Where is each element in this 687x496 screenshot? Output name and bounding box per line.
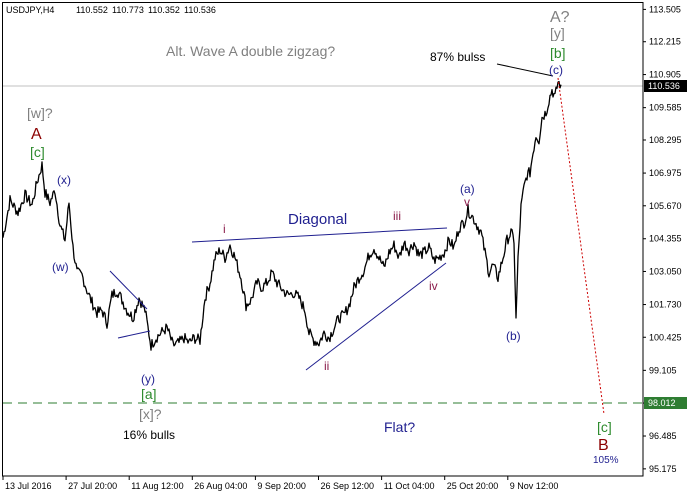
y-tick-label: 108.295 bbox=[649, 135, 682, 145]
x-tick-label: 26 Sep 12:00 bbox=[321, 481, 375, 491]
flat-label: Flat? bbox=[384, 419, 415, 435]
high-value: 110.773 bbox=[112, 5, 144, 15]
y-tick-label: 112.215 bbox=[649, 37, 681, 47]
x-tick-label: 13 Jul 2016 bbox=[5, 481, 52, 491]
wave-y-paren-label: (y) bbox=[141, 372, 155, 386]
wave-iv-label: iv bbox=[429, 279, 438, 293]
wave-x-paren-label: (x) bbox=[57, 173, 71, 187]
wave-c-paren-top-label: (c) bbox=[549, 63, 563, 77]
wave-w-q-label: [w]? bbox=[27, 105, 53, 121]
y-tick-label: 96.485 bbox=[649, 431, 677, 441]
wave-A-q-label: A? bbox=[550, 9, 570, 26]
current-price-box bbox=[644, 80, 687, 92]
wave-b-paren-label: (b) bbox=[506, 329, 521, 343]
wave-b-bracket-label: [b] bbox=[550, 45, 566, 61]
alt-wave-title: Alt. Wave A double zigzag? bbox=[166, 43, 335, 59]
x-tick-label: 11 Aug 12:00 bbox=[131, 481, 183, 491]
bulls-pointer-line bbox=[496, 63, 554, 77]
wave-x-q-label: [x]? bbox=[139, 406, 162, 422]
support-price-box bbox=[644, 397, 687, 409]
pct-105-label: 105% bbox=[593, 455, 619, 466]
wave-iii-label: iii bbox=[393, 209, 401, 223]
wave-v-label: v bbox=[464, 195, 470, 209]
y-tick-label: 95.175 bbox=[649, 464, 677, 474]
y-tick-label: 113.505 bbox=[649, 4, 681, 14]
y-tick-label: 101.730 bbox=[649, 300, 682, 310]
diagonal-label: Diagonal bbox=[288, 211, 347, 228]
wave-w-paren-label: (w) bbox=[52, 260, 69, 274]
x-axis-ticks: 13 Jul 2016 27 Jul 20:00 11 Aug 12:00 26 Au… bbox=[2, 476, 559, 491]
y-tick-label: 100.425 bbox=[649, 332, 682, 342]
y-axis-ticks: 113.505 112.215 110.905 109.585 108.295 106.9… bbox=[643, 4, 682, 474]
wedge-upper-line bbox=[109, 270, 148, 310]
symbol-label: USDJPY,H4 bbox=[6, 5, 54, 15]
current-price-label: 110.536 bbox=[648, 81, 680, 91]
x-tick-label: 25 Oct 20:00 bbox=[447, 481, 499, 491]
x-tick-label: 27 Jul 20:00 bbox=[68, 481, 117, 491]
y-tick-label: 104.355 bbox=[649, 234, 682, 244]
low-value: 110.352 bbox=[148, 5, 180, 15]
wave-a-paren-label: (a) bbox=[460, 182, 475, 196]
y-tick-label: 106.975 bbox=[649, 168, 682, 178]
x-tick-label: 26 Aug 04:00 bbox=[194, 481, 247, 491]
bulls-16-label: 16% bulls bbox=[123, 428, 175, 442]
wave-c-bracket-left-label: [c] bbox=[30, 144, 45, 160]
y-tick-label: 103.050 bbox=[649, 266, 682, 276]
price-series bbox=[2, 80, 562, 351]
open-value: 110.552 bbox=[76, 5, 108, 15]
wedge-lower-line bbox=[117, 330, 151, 339]
chart-frame bbox=[2, 2, 644, 477]
projection-dotted-line bbox=[557, 77, 605, 415]
wave-a-bracket-label: [a] bbox=[141, 386, 157, 402]
diagonal-upper-trendline bbox=[191, 227, 448, 243]
y-tick-label: 99.105 bbox=[649, 365, 677, 375]
diagonal-lower-trendline bbox=[305, 262, 447, 371]
x-tick-label: 9 Nov 12:00 bbox=[510, 481, 559, 491]
wave-i-label: i bbox=[223, 222, 226, 236]
wave-B-label: B bbox=[598, 437, 609, 454]
y-tick-label: 110.905 bbox=[649, 70, 681, 80]
wave-A-label: A bbox=[31, 126, 42, 143]
x-tick-label: 11 Oct 04:00 bbox=[384, 481, 435, 491]
wave-y-bracket-label: [y] bbox=[550, 25, 565, 41]
y-tick-label: 105.670 bbox=[649, 201, 682, 211]
y-tick-label: 109.585 bbox=[649, 103, 682, 113]
close-value: 110.536 bbox=[184, 5, 216, 15]
bulls-87-label: 87% bulss bbox=[430, 50, 485, 64]
wave-ii-label: ii bbox=[324, 359, 329, 373]
support-price-label: 98.012 bbox=[648, 398, 676, 408]
x-tick-label: 9 Sep 20:00 bbox=[257, 481, 306, 491]
wave-c-bracket-bottom-label: [c] bbox=[597, 419, 612, 435]
